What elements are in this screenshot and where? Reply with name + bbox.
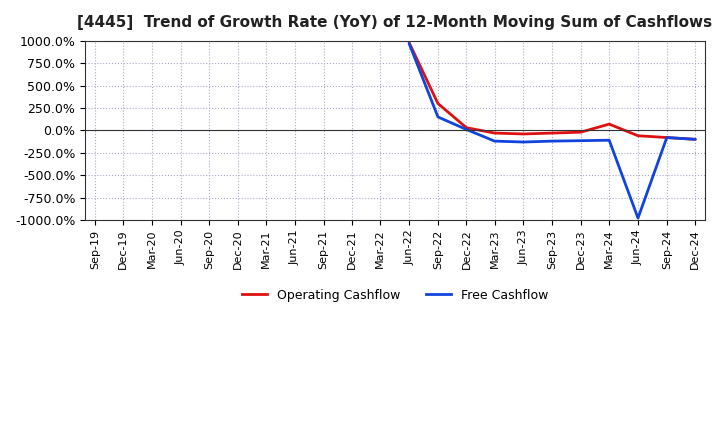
Title: [4445]  Trend of Growth Rate (YoY) of 12-Month Moving Sum of Cashflows: [4445] Trend of Growth Rate (YoY) of 12-… [78, 15, 713, 30]
Legend: Operating Cashflow, Free Cashflow: Operating Cashflow, Free Cashflow [237, 284, 553, 307]
